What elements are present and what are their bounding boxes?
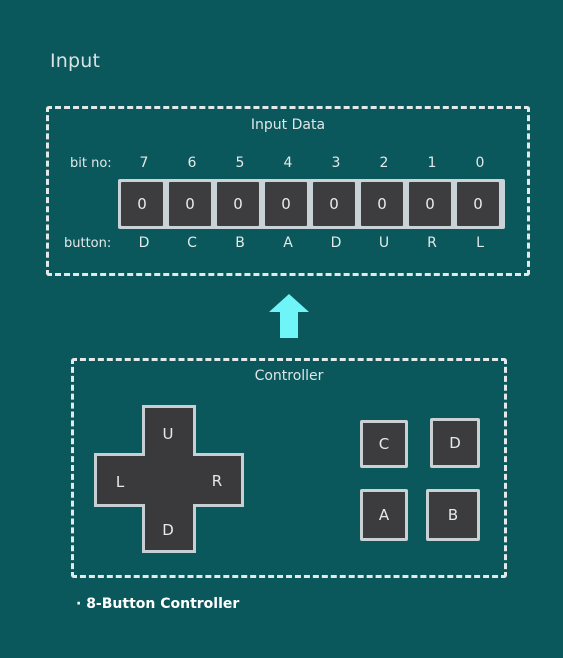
bit-button-4: A (283, 235, 293, 251)
dpad-down[interactable]: D (162, 521, 174, 539)
bit-button-7: D (138, 235, 150, 251)
up-arrow-icon (269, 294, 309, 338)
button-b[interactable]: B (426, 489, 480, 541)
dpad-right[interactable]: R (211, 472, 223, 490)
bit-cell-0: 0 (457, 182, 499, 226)
dpad-up[interactable]: U (162, 425, 174, 443)
page-heading: Input (50, 50, 101, 72)
bit-number-0: 0 (475, 155, 485, 171)
bit-number-row-label: bit no: (70, 156, 112, 171)
bit-button-0: L (476, 235, 484, 251)
bit-button-3: D (330, 235, 342, 251)
bit-cell-1: 0 (409, 182, 451, 226)
bit-number-2: 2 (379, 155, 389, 171)
bit-button-1: R (427, 235, 437, 251)
bit-number-6: 6 (187, 155, 197, 171)
caption: · 8-Button Controller (76, 596, 240, 612)
controller-title: Controller (254, 368, 324, 384)
bit-button-6: C (187, 235, 197, 251)
button-c[interactable]: C (360, 420, 408, 468)
input-data-frame (46, 106, 530, 276)
button-row-label: button: (64, 236, 112, 251)
controller-frame (71, 358, 507, 578)
bit-button-2: U (378, 235, 390, 251)
input-data-title: Input Data (250, 117, 326, 133)
bit-cell-2: 0 (361, 182, 403, 226)
bit-button-5: B (235, 235, 245, 251)
bit-number-4: 4 (283, 155, 293, 171)
bit-number-3: 3 (331, 155, 341, 171)
button-a[interactable]: A (360, 489, 408, 541)
button-d[interactable]: D (430, 418, 480, 468)
bit-cell-3: 0 (313, 182, 355, 226)
dpad-left[interactable]: L (115, 473, 125, 491)
bit-number-1: 1 (427, 155, 437, 171)
bit-cell-6: 0 (169, 182, 211, 226)
bit-cell-4: 0 (265, 182, 307, 226)
bit-cell-5: 0 (217, 182, 259, 226)
bit-cell-7: 0 (121, 182, 163, 226)
bit-number-7: 7 (139, 155, 149, 171)
bit-number-5: 5 (235, 155, 245, 171)
